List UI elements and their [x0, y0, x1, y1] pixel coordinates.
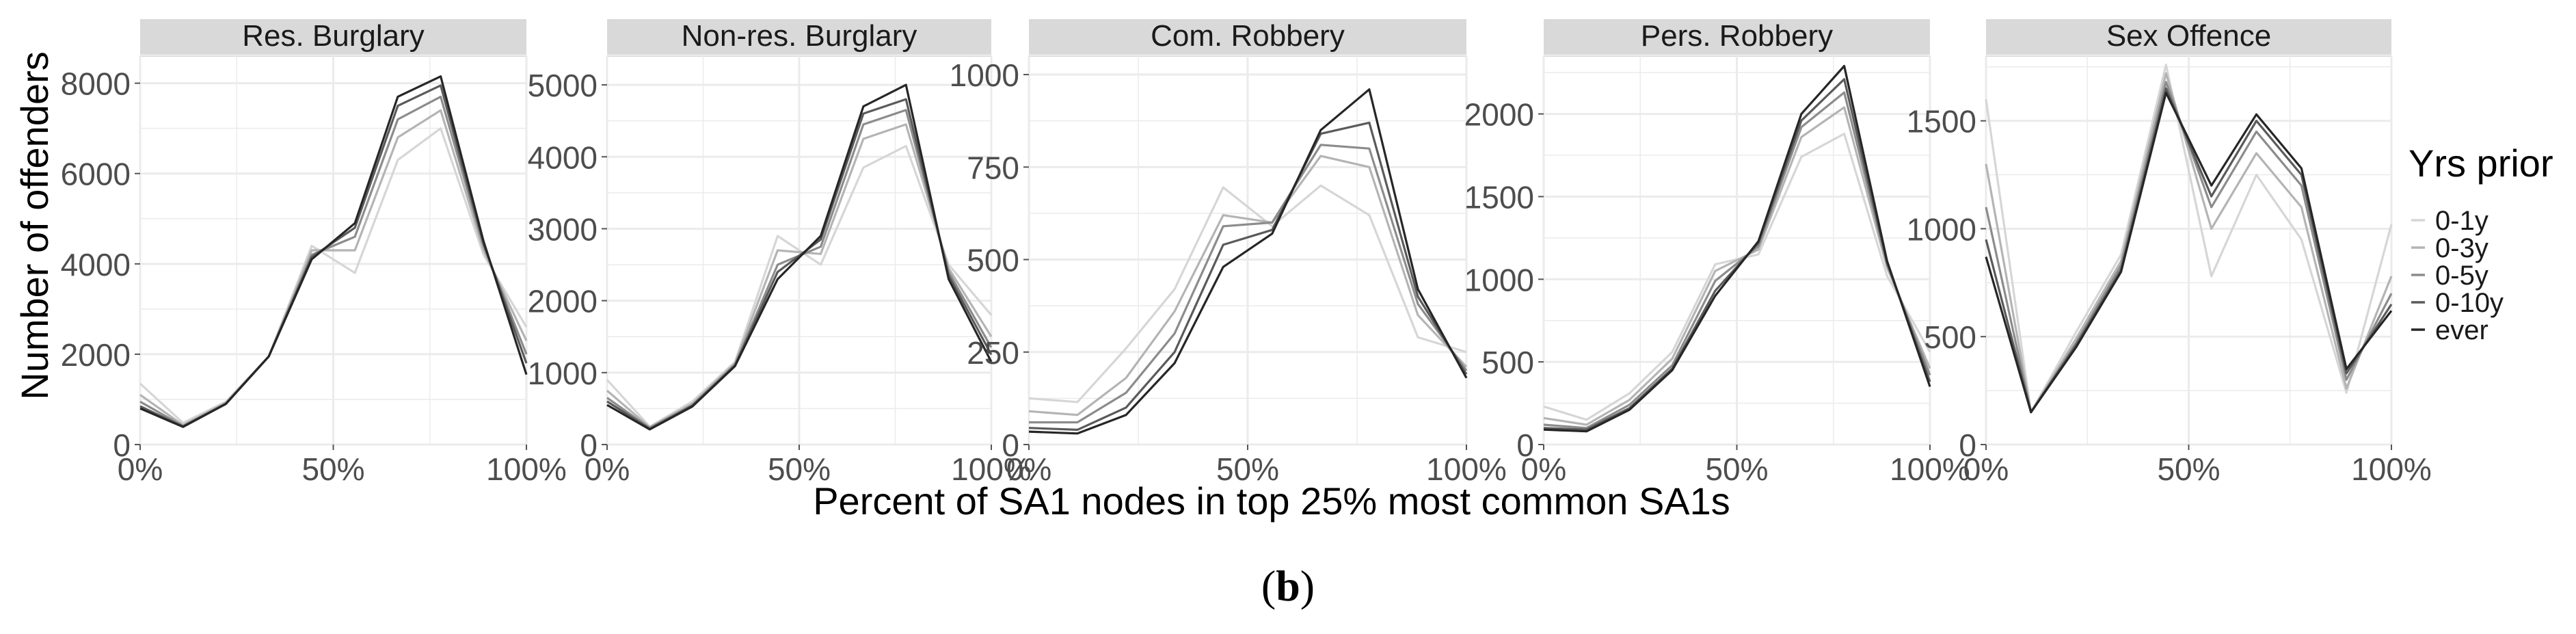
series-line-0-1y — [1985, 63, 2393, 414]
caption-close: ) — [1300, 562, 1315, 610]
y-tick-label: 250 — [967, 335, 1019, 371]
x-tick-label: 50% — [768, 451, 831, 487]
y-tick-label: 500 — [967, 243, 1019, 278]
y-tick-label: 2000 — [1464, 97, 1534, 133]
y-tick-label: 8000 — [61, 66, 131, 102]
y-tick-label: 0 — [113, 427, 131, 463]
facet-strip — [1986, 19, 2391, 55]
y-axis-label: Number of offenders — [13, 51, 56, 399]
x-tick-label: 0% — [585, 451, 630, 487]
y-tick-label: 4000 — [61, 247, 131, 282]
y-tick-label: 1000 — [528, 356, 598, 391]
legend-label: 0-10y — [2435, 288, 2504, 318]
y-tick-label: 0 — [1959, 427, 1976, 463]
series-line-0-3y — [1028, 155, 1468, 417]
y-tick-label: 500 — [1924, 319, 1976, 355]
panel-4: 0 500 1000 1500 0% 50% 100% Sex Offence — [1907, 19, 2432, 487]
legend-title: Yrs prior — [2409, 142, 2553, 185]
x-tick-label: 100% — [2351, 451, 2432, 487]
y-tick-label: 5000 — [528, 68, 598, 103]
y-tick-label: 6000 — [61, 157, 131, 192]
x-tick-label: 100% — [1426, 451, 1507, 487]
series-line-ever — [139, 75, 528, 428]
facet-title: Non-res. Burglary — [682, 19, 917, 53]
series-line-0-1y — [1028, 184, 1467, 404]
caption-open: ( — [1261, 562, 1276, 610]
x-tick-label: 50% — [1705, 451, 1768, 487]
series-line-ever — [1985, 92, 2393, 414]
legend-label: ever — [2435, 315, 2488, 345]
legend-label: 0-3y — [2435, 233, 2488, 263]
x-tick-label: 0% — [1521, 451, 1566, 487]
y-tick-label: 2000 — [61, 337, 131, 373]
y-tick-label: 1000 — [1907, 211, 1976, 247]
figure-caption: (b) — [0, 561, 2576, 611]
series-line-ever — [1543, 64, 1931, 433]
x-tick-label: 0% — [1963, 451, 2009, 487]
facet-strip — [1029, 19, 1466, 55]
x-tick-label: 0% — [1006, 451, 1051, 487]
panel-3: 0 500 1000 1500 2000 0% 50% 100% Pers. Robbery — [1464, 19, 1970, 487]
y-tick-label: 750 — [967, 150, 1019, 185]
series-line-ever — [1028, 88, 1468, 435]
y-tick-label: 0 — [580, 427, 598, 463]
y-tick-label: 1500 — [1907, 104, 1976, 140]
caption-letter: b — [1276, 562, 1300, 610]
legend-label: 0-1y — [2435, 206, 2488, 236]
x-tick-label: 100% — [486, 451, 567, 487]
x-tick-label: 50% — [2157, 451, 2220, 487]
series-line-0-1y — [139, 127, 528, 424]
facet-title: Com. Robbery — [1151, 19, 1345, 53]
series-line-0-3y — [1985, 72, 2393, 414]
y-tick-label: 1000 — [950, 57, 1019, 93]
y-tick-label: 3000 — [528, 211, 598, 247]
series-line-0-5y — [1029, 144, 1468, 424]
series-line-0-5y — [1543, 91, 1931, 430]
facet-title: Res. Burglary — [242, 19, 425, 53]
y-tick-label: 0 — [1002, 427, 1019, 463]
facet-title: Sex Offence — [2106, 19, 2271, 53]
facet-strip — [140, 19, 526, 55]
legend-label: 0-5y — [2435, 261, 2488, 291]
x-tick-label: 50% — [1216, 451, 1279, 487]
y-tick-label: 4000 — [528, 140, 598, 175]
panel-0: 0 2000 4000 6000 8000 0% 50% 100% Res. Burglary — [61, 19, 567, 487]
facet-title: Pers. Robbery — [1641, 19, 1833, 53]
facet-strip — [607, 19, 991, 55]
y-tick-label: 0 — [1516, 427, 1534, 463]
x-axis-label: Percent of SA1 nodes in top 25% most com… — [813, 479, 1730, 523]
series-line-0-10y — [1028, 121, 1468, 432]
x-tick-label: 0% — [118, 451, 163, 487]
panel-2: 0 250 500 750 1000 0% 50% 100% Com. Robbery — [950, 19, 1507, 487]
x-tick-label: 50% — [301, 451, 364, 487]
y-tick-label: 1000 — [1464, 262, 1534, 298]
facet-strip — [1544, 19, 1930, 55]
y-tick-label: 500 — [1481, 345, 1534, 380]
series-line-ever — [606, 83, 993, 431]
y-tick-label: 1500 — [1464, 179, 1534, 215]
y-tick-label: 2000 — [528, 284, 598, 319]
series-line-0-3y — [1543, 106, 1931, 426]
series-line-0-1y — [606, 144, 993, 428]
x-tick-label: 100% — [951, 451, 1032, 487]
x-tick-label: 100% — [1890, 451, 1970, 487]
